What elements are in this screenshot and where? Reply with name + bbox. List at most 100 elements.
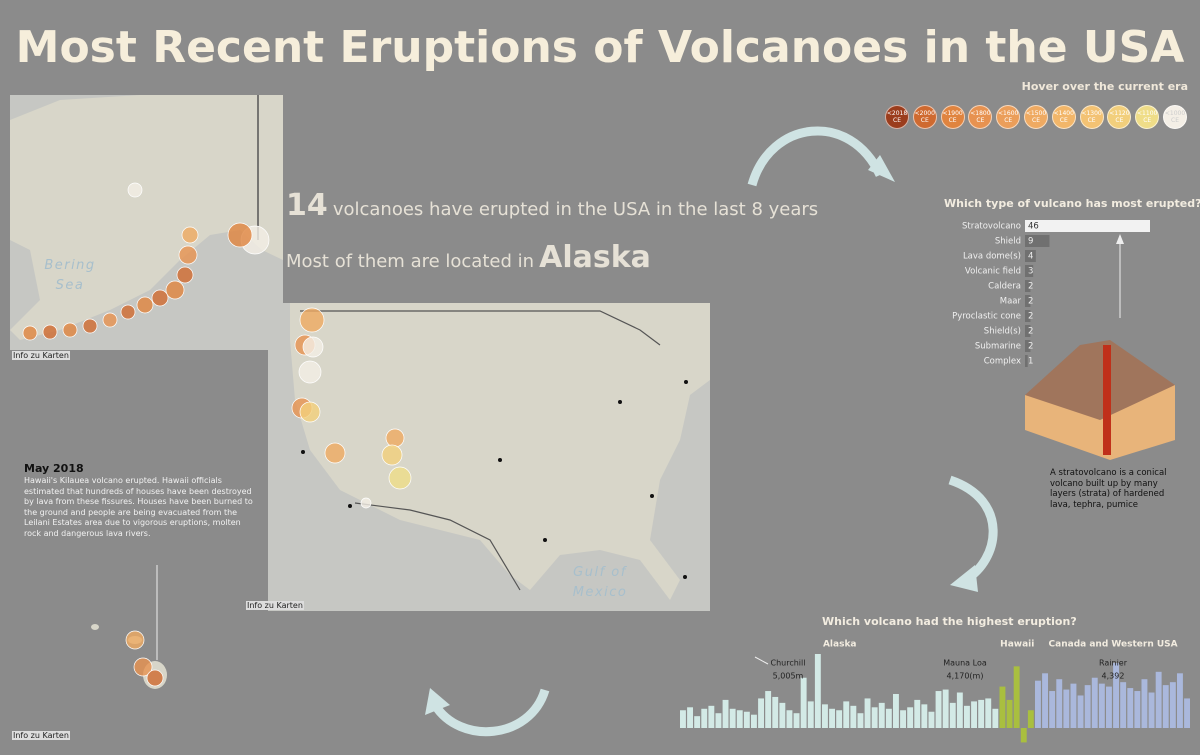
map-info-link[interactable]: Info zu Karten (12, 731, 70, 740)
bar (1025, 220, 1150, 232)
bar (999, 686, 1006, 728)
decor-arrow (747, 126, 885, 187)
map-info-link[interactable]: Info zu Karten (12, 351, 70, 360)
decor-arrow-head (950, 565, 978, 592)
bar (793, 713, 800, 728)
era-swatch[interactable]: <2000 CE (912, 105, 937, 129)
bar (900, 710, 906, 728)
location: Alaska (539, 240, 651, 275)
bar (786, 710, 793, 728)
bar (1025, 280, 1031, 292)
bar (1098, 683, 1105, 728)
era-swatch[interactable]: <1300 CE (1079, 105, 1104, 129)
bar (978, 699, 985, 728)
category-label: Lava dome(s) (963, 252, 1021, 262)
bar (687, 707, 693, 728)
volcano-location (302, 336, 324, 358)
bar (1177, 673, 1183, 728)
bar (772, 696, 779, 728)
bar (1025, 235, 1050, 247)
bar (914, 699, 921, 728)
bar (814, 654, 821, 728)
value-label: 4 (1028, 252, 1033, 262)
value-label: 3 (1028, 267, 1033, 277)
decor-arrow-head (425, 688, 450, 715)
bar (829, 708, 835, 728)
bar (1056, 679, 1063, 728)
pointer-head (1116, 234, 1124, 244)
bar (1169, 682, 1176, 728)
bar (729, 708, 736, 728)
era-swatch[interactable]: <1600 CE (996, 105, 1021, 129)
group-label: Canada and Western USA (1049, 640, 1178, 650)
bar (956, 692, 963, 728)
bar (1025, 310, 1031, 322)
volcano-location (324, 442, 346, 464)
bar (1042, 673, 1048, 728)
map-info-link[interactable]: Info zu Karten (246, 601, 304, 610)
era-swatch[interactable]: <1000 CE (1163, 105, 1187, 129)
sea-label: Gulf of Mexico (572, 565, 628, 600)
era-swatch[interactable]: <1500 CE (1024, 105, 1048, 129)
alaska-land (10, 95, 283, 340)
volcano-location (42, 324, 58, 340)
decor-arrow (948, 475, 998, 584)
city (683, 575, 687, 579)
bar (1035, 680, 1041, 728)
volcano-location (181, 226, 199, 244)
annotation-name: Rainier (1099, 659, 1128, 668)
bar (701, 708, 708, 728)
headline: 14 volcanoes have erupted in the USA in … (286, 188, 818, 223)
era-swatch[interactable]: <1100 CE (1135, 105, 1160, 129)
category-label: Stratovolcano (962, 222, 1021, 232)
volcano-location (178, 245, 198, 265)
volcano-location (136, 296, 154, 314)
dashboard-title: Most Recent Eruptions of Volcanoes in th… (15, 22, 1185, 73)
era-swatch[interactable]: <2018 CE (885, 105, 909, 129)
volcano-location (22, 325, 38, 341)
bar (971, 701, 977, 728)
volcano-illustration (1025, 385, 1175, 460)
city (684, 380, 688, 384)
bar (751, 714, 757, 728)
era-swatch[interactable]: <1800 CE (968, 105, 993, 129)
bar (1025, 295, 1031, 307)
category-label: Caldera (988, 282, 1021, 292)
bar (893, 693, 899, 728)
volcano-location (133, 657, 153, 677)
bar (885, 708, 892, 728)
border-line (300, 310, 661, 346)
bar (779, 702, 786, 728)
bar (743, 711, 750, 728)
decor-arrow-head (868, 155, 895, 182)
news-text: Hawaii's Kilauea volcano erupted. Hawaii… (24, 476, 253, 538)
volcano-location (388, 466, 412, 490)
bar (1063, 689, 1070, 728)
era-swatch[interactable]: <1900 CE (940, 105, 965, 129)
category-label: Shield(s) (984, 327, 1021, 337)
volcano-location (125, 630, 145, 650)
era-swatch[interactable]: <1400 CE (1051, 105, 1076, 129)
volcano-location (165, 280, 185, 300)
volcano-illustration (1103, 345, 1111, 455)
bar (857, 713, 864, 728)
value-label: 9 (1028, 237, 1033, 247)
bar (1025, 265, 1034, 277)
volcano-location (62, 322, 78, 338)
legend-title: Hover over the current era (1021, 80, 1188, 93)
value-label: 2 (1028, 342, 1033, 352)
bar (715, 713, 722, 728)
value-label: 46 (1028, 222, 1039, 232)
volcano-location (299, 307, 325, 333)
annotation-value: 4,170(m) (947, 672, 984, 681)
bar (1120, 682, 1127, 728)
stratovolcano-note: A stratovolcano is a conical volcano bui… (1050, 468, 1167, 510)
era-swatch[interactable]: <1120 CE (1107, 105, 1132, 129)
volcano-location (298, 360, 322, 384)
bar (1025, 340, 1031, 352)
bar (1106, 686, 1112, 728)
volcano-location (102, 312, 118, 328)
bar (949, 702, 956, 728)
